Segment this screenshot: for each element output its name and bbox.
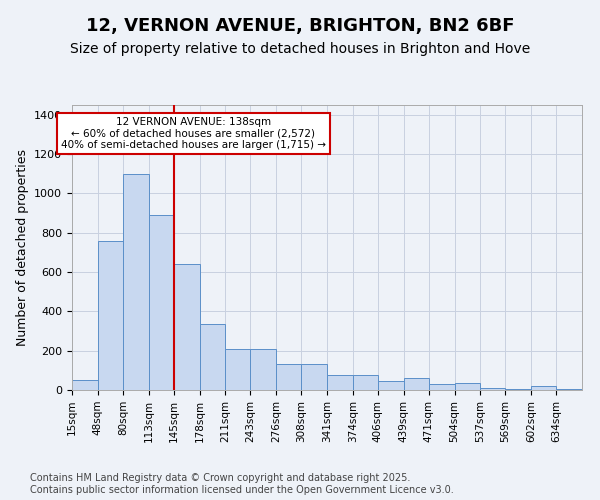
Y-axis label: Number of detached properties: Number of detached properties [16, 149, 29, 346]
Bar [378, 381, 404, 390]
Text: Size of property relative to detached houses in Brighton and Hove: Size of property relative to detached ho… [70, 42, 530, 56]
Bar [123, 174, 149, 390]
Bar [353, 376, 378, 390]
Bar [199, 324, 226, 390]
Bar [226, 348, 250, 390]
Bar [556, 389, 582, 390]
Bar [173, 264, 199, 390]
Bar [301, 364, 327, 390]
Bar [72, 380, 98, 390]
Bar [327, 376, 353, 390]
Bar [428, 384, 455, 390]
Bar [481, 388, 505, 390]
Bar [276, 364, 301, 390]
Text: 12, VERNON AVENUE, BRIGHTON, BN2 6BF: 12, VERNON AVENUE, BRIGHTON, BN2 6BF [86, 18, 514, 36]
Bar [98, 240, 123, 390]
Bar [250, 348, 276, 390]
Text: Contains HM Land Registry data © Crown copyright and database right 2025.
Contai: Contains HM Land Registry data © Crown c… [30, 474, 454, 495]
Text: 12 VERNON AVENUE: 138sqm
← 60% of detached houses are smaller (2,572)
40% of sem: 12 VERNON AVENUE: 138sqm ← 60% of detach… [61, 117, 326, 150]
Bar [404, 378, 428, 390]
Bar [531, 386, 556, 390]
Bar [149, 215, 173, 390]
Bar [505, 389, 531, 390]
Bar [455, 383, 481, 390]
